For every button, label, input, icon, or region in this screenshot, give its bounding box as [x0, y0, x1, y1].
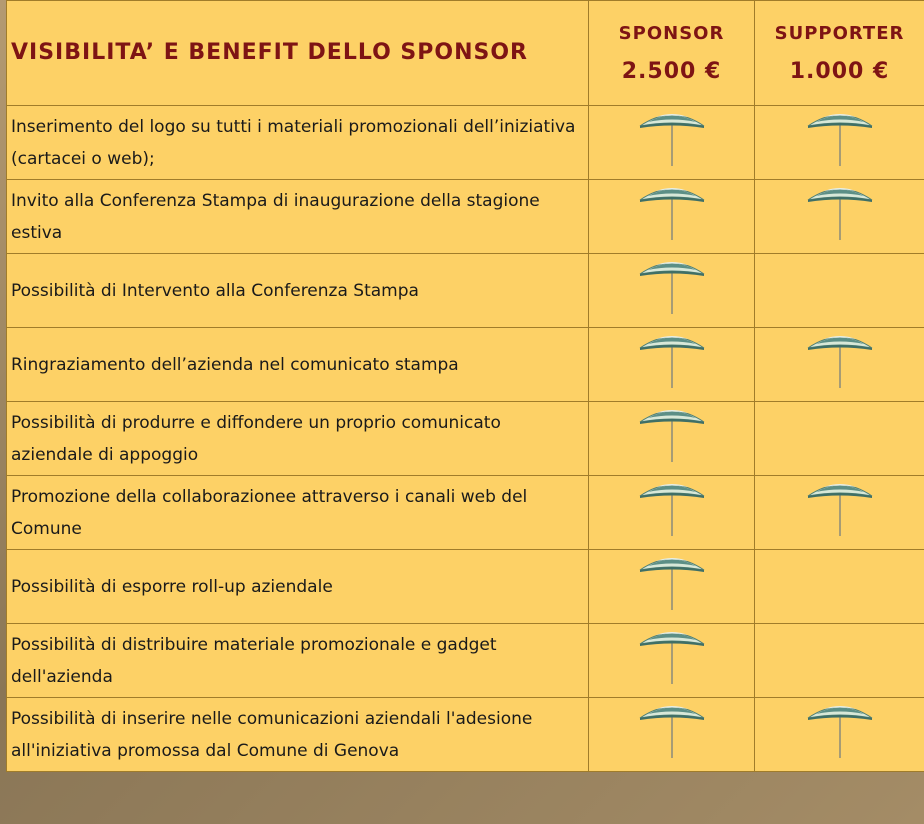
level-cell	[754, 623, 924, 698]
benefit-row: Invito alla Conferenza Stampa di inaugur…	[6, 179, 924, 254]
level-cell	[588, 401, 755, 476]
level-cell	[588, 253, 755, 328]
level-cell	[588, 623, 755, 698]
umbrella-icon	[639, 188, 704, 240]
benefit-text: Possibilità di distribuire materiale pro…	[6, 623, 589, 698]
level-cell	[588, 475, 755, 550]
benefit-text: Possibilità di inserire nelle comunicazi…	[6, 697, 589, 772]
table-header: VISIBILITA’ E BENEFIT DELLO SPONSOR SPON…	[6, 0, 924, 106]
umbrella-icon	[807, 114, 872, 166]
umbrella-icon	[807, 706, 872, 758]
umbrella-icon	[639, 632, 704, 684]
level-cell	[588, 697, 755, 772]
umbrella-icon	[807, 336, 872, 388]
level-cell	[754, 401, 924, 476]
level-cell	[588, 105, 755, 180]
level-cell	[588, 327, 755, 402]
umbrella-icon	[639, 114, 704, 166]
level-name: SPONSOR	[618, 23, 725, 44]
level-cell	[754, 697, 924, 772]
level-cell	[588, 179, 755, 254]
benefit-row: Possibilità di produrre e diffondere un …	[6, 401, 924, 476]
level-cell	[588, 549, 755, 624]
level-cell	[754, 105, 924, 180]
benefits-table: VISIBILITA’ E BENEFIT DELLO SPONSOR SPON…	[6, 0, 924, 772]
umbrella-icon	[639, 484, 704, 536]
benefit-row: Possibilità di inserire nelle comunicazi…	[6, 697, 924, 772]
level-price: 1.000 €	[789, 59, 890, 84]
level-cell	[754, 179, 924, 254]
benefit-text: Possibilità di Intervento alla Conferenz…	[6, 253, 589, 328]
umbrella-icon	[639, 558, 704, 610]
benefit-text: Ringraziamento dell’azienda nel comunica…	[6, 327, 589, 402]
level-header: SPONSOR 2.500 €	[588, 0, 755, 106]
umbrella-icon	[639, 262, 704, 314]
benefit-row: Possibilità di Intervento alla Conferenz…	[6, 253, 924, 328]
umbrella-icon	[807, 484, 872, 536]
level-name: SUPPORTER	[774, 23, 905, 44]
benefit-text: Possibilità di produrre e diffondere un …	[6, 401, 589, 476]
table-body: Inserimento del logo su tutti i material…	[6, 105, 924, 772]
level-price: 2.500 €	[621, 59, 722, 84]
benefit-row: Inserimento del logo su tutti i material…	[6, 105, 924, 180]
level-cell	[754, 327, 924, 402]
benefit-text: Promozione della collaborazionee attrave…	[6, 475, 589, 550]
benefit-row: Possibilità di distribuire materiale pro…	[6, 623, 924, 698]
header-title: VISIBILITA’ E BENEFIT DELLO SPONSOR	[6, 0, 589, 106]
level-cell	[754, 475, 924, 550]
benefit-text: Inserimento del logo su tutti i material…	[6, 105, 589, 180]
level-header: SUPPORTER 1.000 €	[754, 0, 924, 106]
benefit-row: Ringraziamento dell’azienda nel comunica…	[6, 327, 924, 402]
umbrella-icon	[639, 410, 704, 462]
level-cell	[754, 253, 924, 328]
umbrella-icon	[807, 188, 872, 240]
level-cell	[754, 549, 924, 624]
umbrella-icon	[639, 706, 704, 758]
benefit-text: Possibilità di esporre roll-up aziendale	[6, 549, 589, 624]
benefit-row: Promozione della collaborazionee attrave…	[6, 475, 924, 550]
umbrella-icon	[639, 336, 704, 388]
benefit-row: Possibilità di esporre roll-up aziendale	[6, 549, 924, 624]
benefit-text: Invito alla Conferenza Stampa di inaugur…	[6, 179, 589, 254]
